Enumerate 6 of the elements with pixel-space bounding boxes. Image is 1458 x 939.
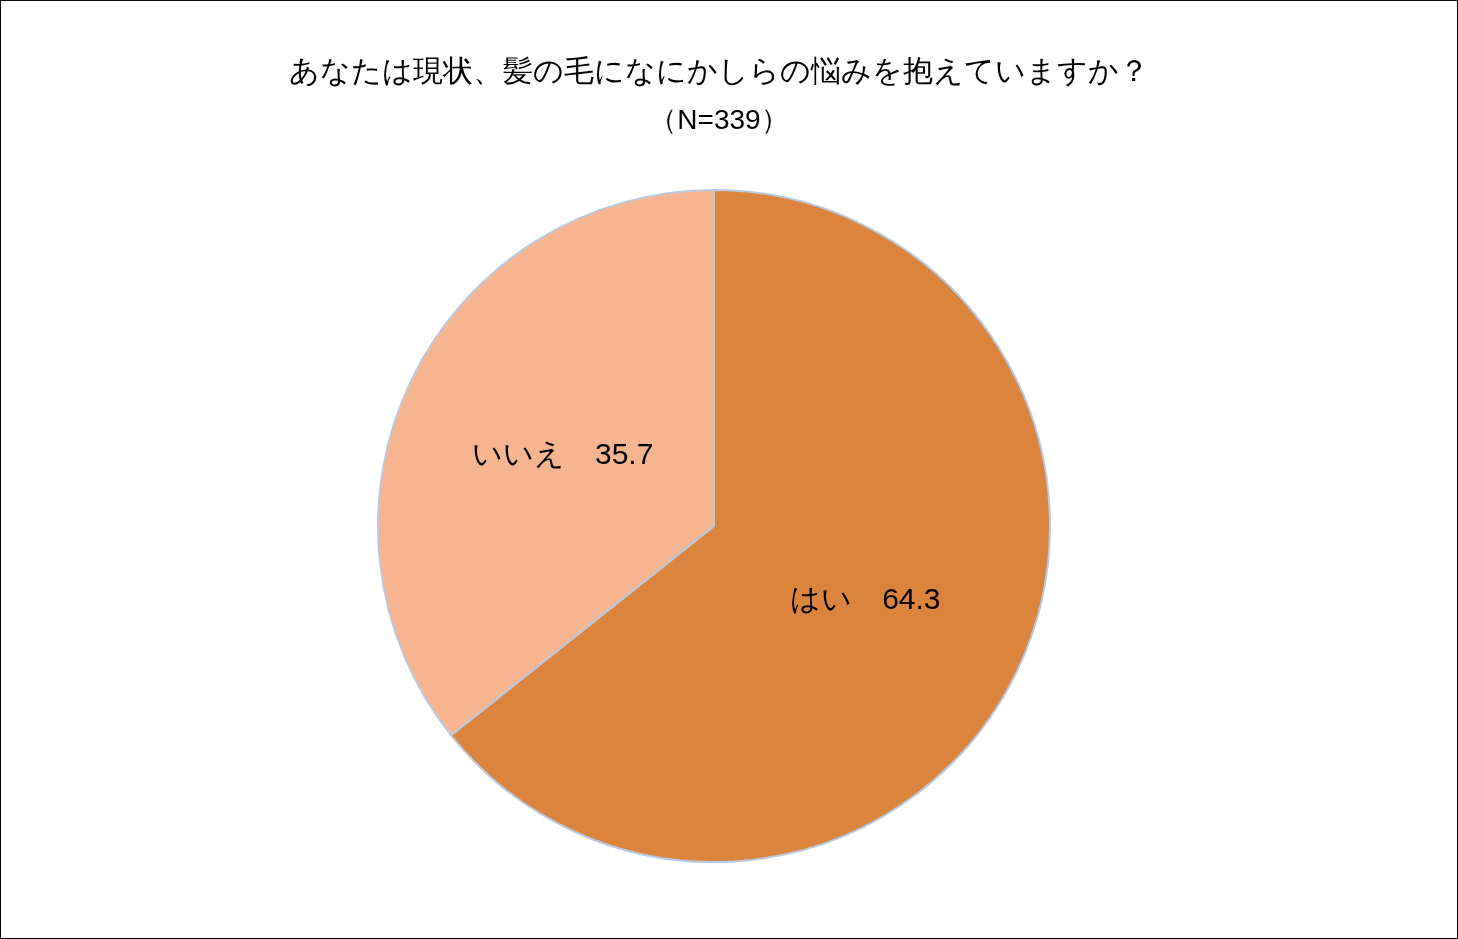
- slice-label: はい: [790, 582, 853, 616]
- slice-label: いいえ: [471, 436, 565, 470]
- data-label: 64.3: [882, 582, 941, 616]
- chart-title: あなたは現状、髪の毛になにかしらの悩みを抱えていますか？: [288, 53, 1150, 89]
- chart-subtitle: （N=339）: [648, 103, 790, 137]
- data-label: 35.7: [594, 436, 654, 470]
